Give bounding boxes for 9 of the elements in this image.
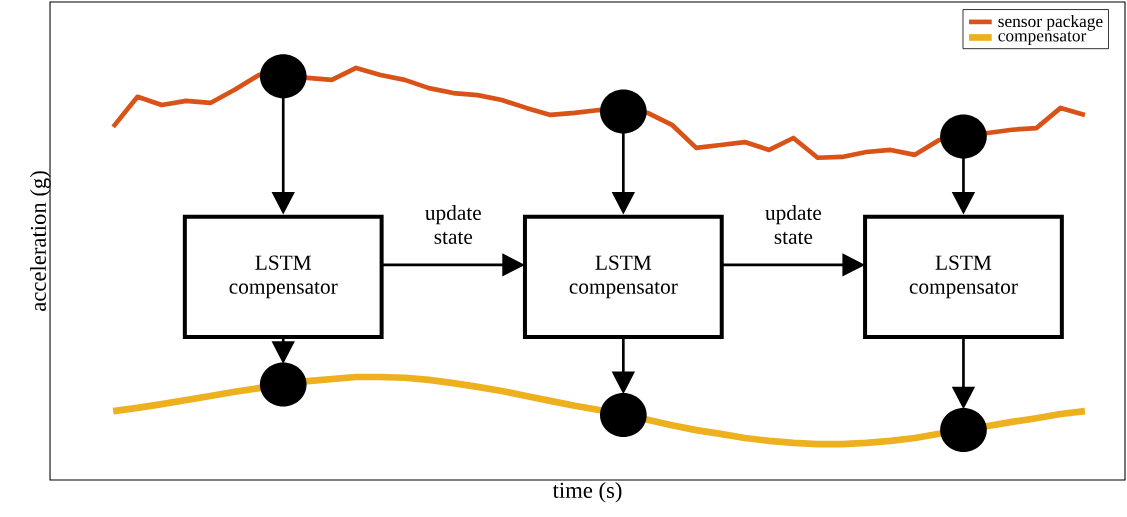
x-axis-title: time (s) (552, 482, 622, 503)
legend-label: sensor package (998, 14, 1103, 31)
legend-label: compensator (998, 31, 1087, 46)
annotation: LSTM compensator (909, 255, 1018, 299)
y-axis-title: acceleration (g) (30, 171, 51, 311)
annotation: update state (765, 205, 822, 245)
annotation: LSTM compensator (569, 255, 678, 299)
annotation: LSTM compensator (229, 255, 338, 299)
annotation: update state (425, 205, 481, 245)
